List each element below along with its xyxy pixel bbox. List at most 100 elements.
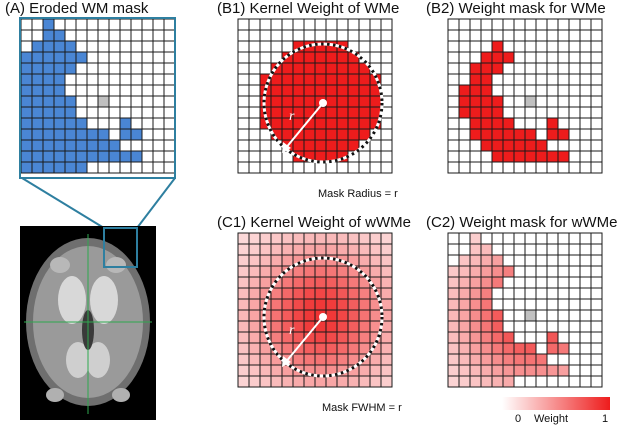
- grid-cell: [369, 161, 382, 174]
- grid-cell: [358, 287, 371, 300]
- grid-cell: [579, 331, 592, 344]
- grid-cell: [513, 375, 526, 388]
- grid-cell: [502, 139, 515, 152]
- grid-cell: [248, 276, 261, 289]
- grid-cell: [469, 84, 482, 97]
- grid-cell: [469, 150, 482, 163]
- grid-cell: [259, 139, 272, 152]
- grid-cell: [347, 29, 360, 42]
- grid-cell: [336, 106, 349, 119]
- grid-cell: [64, 40, 77, 53]
- grid-cell: [358, 161, 371, 174]
- grid-cell: [557, 331, 570, 344]
- grid-cell: [20, 150, 33, 163]
- grid-cell: [237, 40, 250, 53]
- grid-cell: [259, 150, 272, 163]
- grid-cell: [64, 62, 77, 75]
- grid-cell: [119, 29, 132, 42]
- grid-cell: [546, 95, 559, 108]
- grid-cell: [259, 254, 272, 267]
- grid-cell: [380, 232, 393, 245]
- grid-cell: [281, 232, 294, 245]
- grid-cell: [513, 161, 526, 174]
- grid-cell: [336, 276, 349, 289]
- grid-cell: [270, 84, 283, 97]
- grid-cell: [480, 353, 493, 366]
- grid-cell: [469, 287, 482, 300]
- grid-cell: [53, 117, 66, 130]
- grid-cell: [347, 375, 360, 388]
- grid-cell: [557, 232, 570, 245]
- grid-cell: [568, 331, 581, 344]
- grid-cell: [557, 375, 570, 388]
- grid-cell: [524, 150, 537, 163]
- grid-cell: [130, 84, 143, 97]
- grid-cell: [480, 287, 493, 300]
- grid-cell: [86, 73, 99, 86]
- grid-cell: [325, 331, 338, 344]
- grid-cell: [75, 117, 88, 130]
- grid-cell: [42, 29, 55, 42]
- grid-cell: [248, 320, 261, 333]
- zoom-connector-right: [136, 177, 176, 229]
- grid-cell: [97, 139, 110, 152]
- grid-cell: [524, 95, 537, 108]
- grid-cell: [270, 106, 283, 119]
- grid-cell: [513, 276, 526, 289]
- grid-cell: [303, 276, 316, 289]
- grid-cell: [97, 62, 110, 75]
- grid-cell: [480, 40, 493, 53]
- grid-cell: [303, 106, 316, 119]
- grid-cell: [491, 276, 504, 289]
- grid-cell: [141, 62, 154, 75]
- grid-cell: [303, 29, 316, 42]
- grid-cell: [163, 150, 176, 163]
- grid-cell: [469, 254, 482, 267]
- grid-cell: [568, 375, 581, 388]
- grid-cell: [237, 51, 250, 64]
- grid-cell: [458, 73, 471, 86]
- grid-cell: [108, 161, 121, 174]
- grid-cell: [458, 331, 471, 344]
- grid-cell: [480, 276, 493, 289]
- grid-cell: [590, 117, 603, 130]
- grid-cell: [579, 128, 592, 141]
- grid-cell: [502, 62, 515, 75]
- grid-cell: [513, 265, 526, 278]
- grid-cell: [152, 106, 165, 119]
- grid-cell: [513, 29, 526, 42]
- grid-cell: [292, 95, 305, 108]
- grid-cell: [130, 139, 143, 152]
- grid-cell: [469, 139, 482, 152]
- grid-cell: [347, 320, 360, 333]
- grid-cell: [53, 29, 66, 42]
- grid-cell: [590, 331, 603, 344]
- grid-cell: [557, 243, 570, 256]
- grid-cell: [270, 298, 283, 311]
- grid-cell: [336, 117, 349, 130]
- grid-cell: [480, 106, 493, 119]
- grid-cell: [458, 139, 471, 152]
- grid-cell: [248, 73, 261, 86]
- grid-cell: [53, 161, 66, 174]
- grid-cell: [303, 128, 316, 141]
- grid-cell: [31, 18, 44, 31]
- grid-cell: [590, 106, 603, 119]
- grid-cell: [141, 128, 154, 141]
- grid-cell: [369, 353, 382, 366]
- grid-cell: [259, 265, 272, 278]
- grid-cell: [502, 95, 515, 108]
- grid-cell: [358, 364, 371, 377]
- grid-cell: [380, 265, 393, 278]
- grid-cell: [557, 265, 570, 278]
- grid-cell: [86, 150, 99, 163]
- grid-cell: [491, 128, 504, 141]
- grid-cell: [130, 95, 143, 108]
- grid-cell: [480, 243, 493, 256]
- grid-cell: [42, 139, 55, 152]
- grid-cell: [590, 265, 603, 278]
- grid-cell: [557, 51, 570, 64]
- grid-cell: [303, 161, 316, 174]
- grid-cell: [237, 331, 250, 344]
- grid-cell: [524, 18, 537, 31]
